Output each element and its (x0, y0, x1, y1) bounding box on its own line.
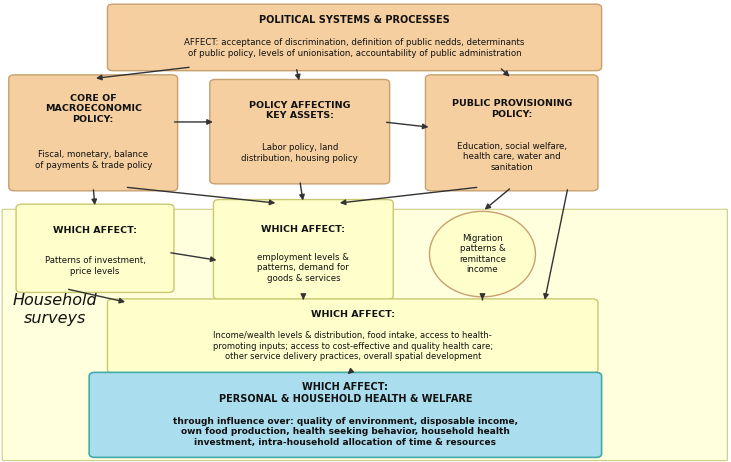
FancyBboxPatch shape (213, 200, 393, 299)
FancyBboxPatch shape (9, 75, 178, 191)
Text: employment levels &
patterns, demand for
goods & services: employment levels & patterns, demand for… (257, 253, 349, 283)
Text: AFFECT: acceptance of discrimination, definition of public nedds, determinants
o: AFFECT: acceptance of discrimination, de… (184, 38, 525, 58)
Text: WHICH AFFECT:
PERSONAL & HOUSEHOLD HEALTH & WELFARE: WHICH AFFECT: PERSONAL & HOUSEHOLD HEALT… (219, 383, 472, 404)
FancyBboxPatch shape (89, 372, 602, 457)
Text: WHICH AFFECT:: WHICH AFFECT: (262, 225, 345, 234)
FancyBboxPatch shape (2, 209, 727, 461)
FancyBboxPatch shape (425, 75, 598, 191)
Text: POLITICAL SYSTEMS & PROCESSES: POLITICAL SYSTEMS & PROCESSES (260, 15, 450, 24)
Ellipse shape (430, 212, 535, 297)
Text: POLICY AFFECTING
KEY ASSETS:: POLICY AFFECTING KEY ASSETS: (249, 101, 350, 120)
Text: Income/wealth levels & distribution, food intake, access to health-
promoting in: Income/wealth levels & distribution, foo… (213, 331, 493, 361)
Text: WHICH AFFECT:: WHICH AFFECT: (311, 310, 395, 319)
Text: Household
surveys: Household surveys (12, 293, 97, 326)
Text: Labor policy, land
distribution, housing policy: Labor policy, land distribution, housing… (241, 143, 358, 163)
Text: Fiscal, monetary, balance
of payments & trade policy: Fiscal, monetary, balance of payments & … (34, 150, 152, 170)
Text: Migration
patterns &
remittance
income: Migration patterns & remittance income (459, 234, 506, 274)
FancyBboxPatch shape (210, 79, 390, 184)
Text: CORE OF
MACROECONOMIC
POLICY:: CORE OF MACROECONOMIC POLICY: (45, 94, 142, 124)
FancyBboxPatch shape (16, 204, 174, 292)
Text: Education, social welfare,
health care, water and
sanitation: Education, social welfare, health care, … (457, 142, 567, 171)
Text: Patterns of investment,
price levels: Patterns of investment, price levels (45, 256, 145, 276)
Text: through influence over: quality of environment, disposable income,
own food prod: through influence over: quality of envir… (173, 417, 518, 447)
Text: WHICH AFFECT:: WHICH AFFECT: (53, 226, 137, 235)
FancyBboxPatch shape (107, 4, 602, 71)
Text: PUBLIC PROVISIONING
POLICY:: PUBLIC PROVISIONING POLICY: (452, 99, 572, 119)
FancyBboxPatch shape (107, 299, 598, 373)
